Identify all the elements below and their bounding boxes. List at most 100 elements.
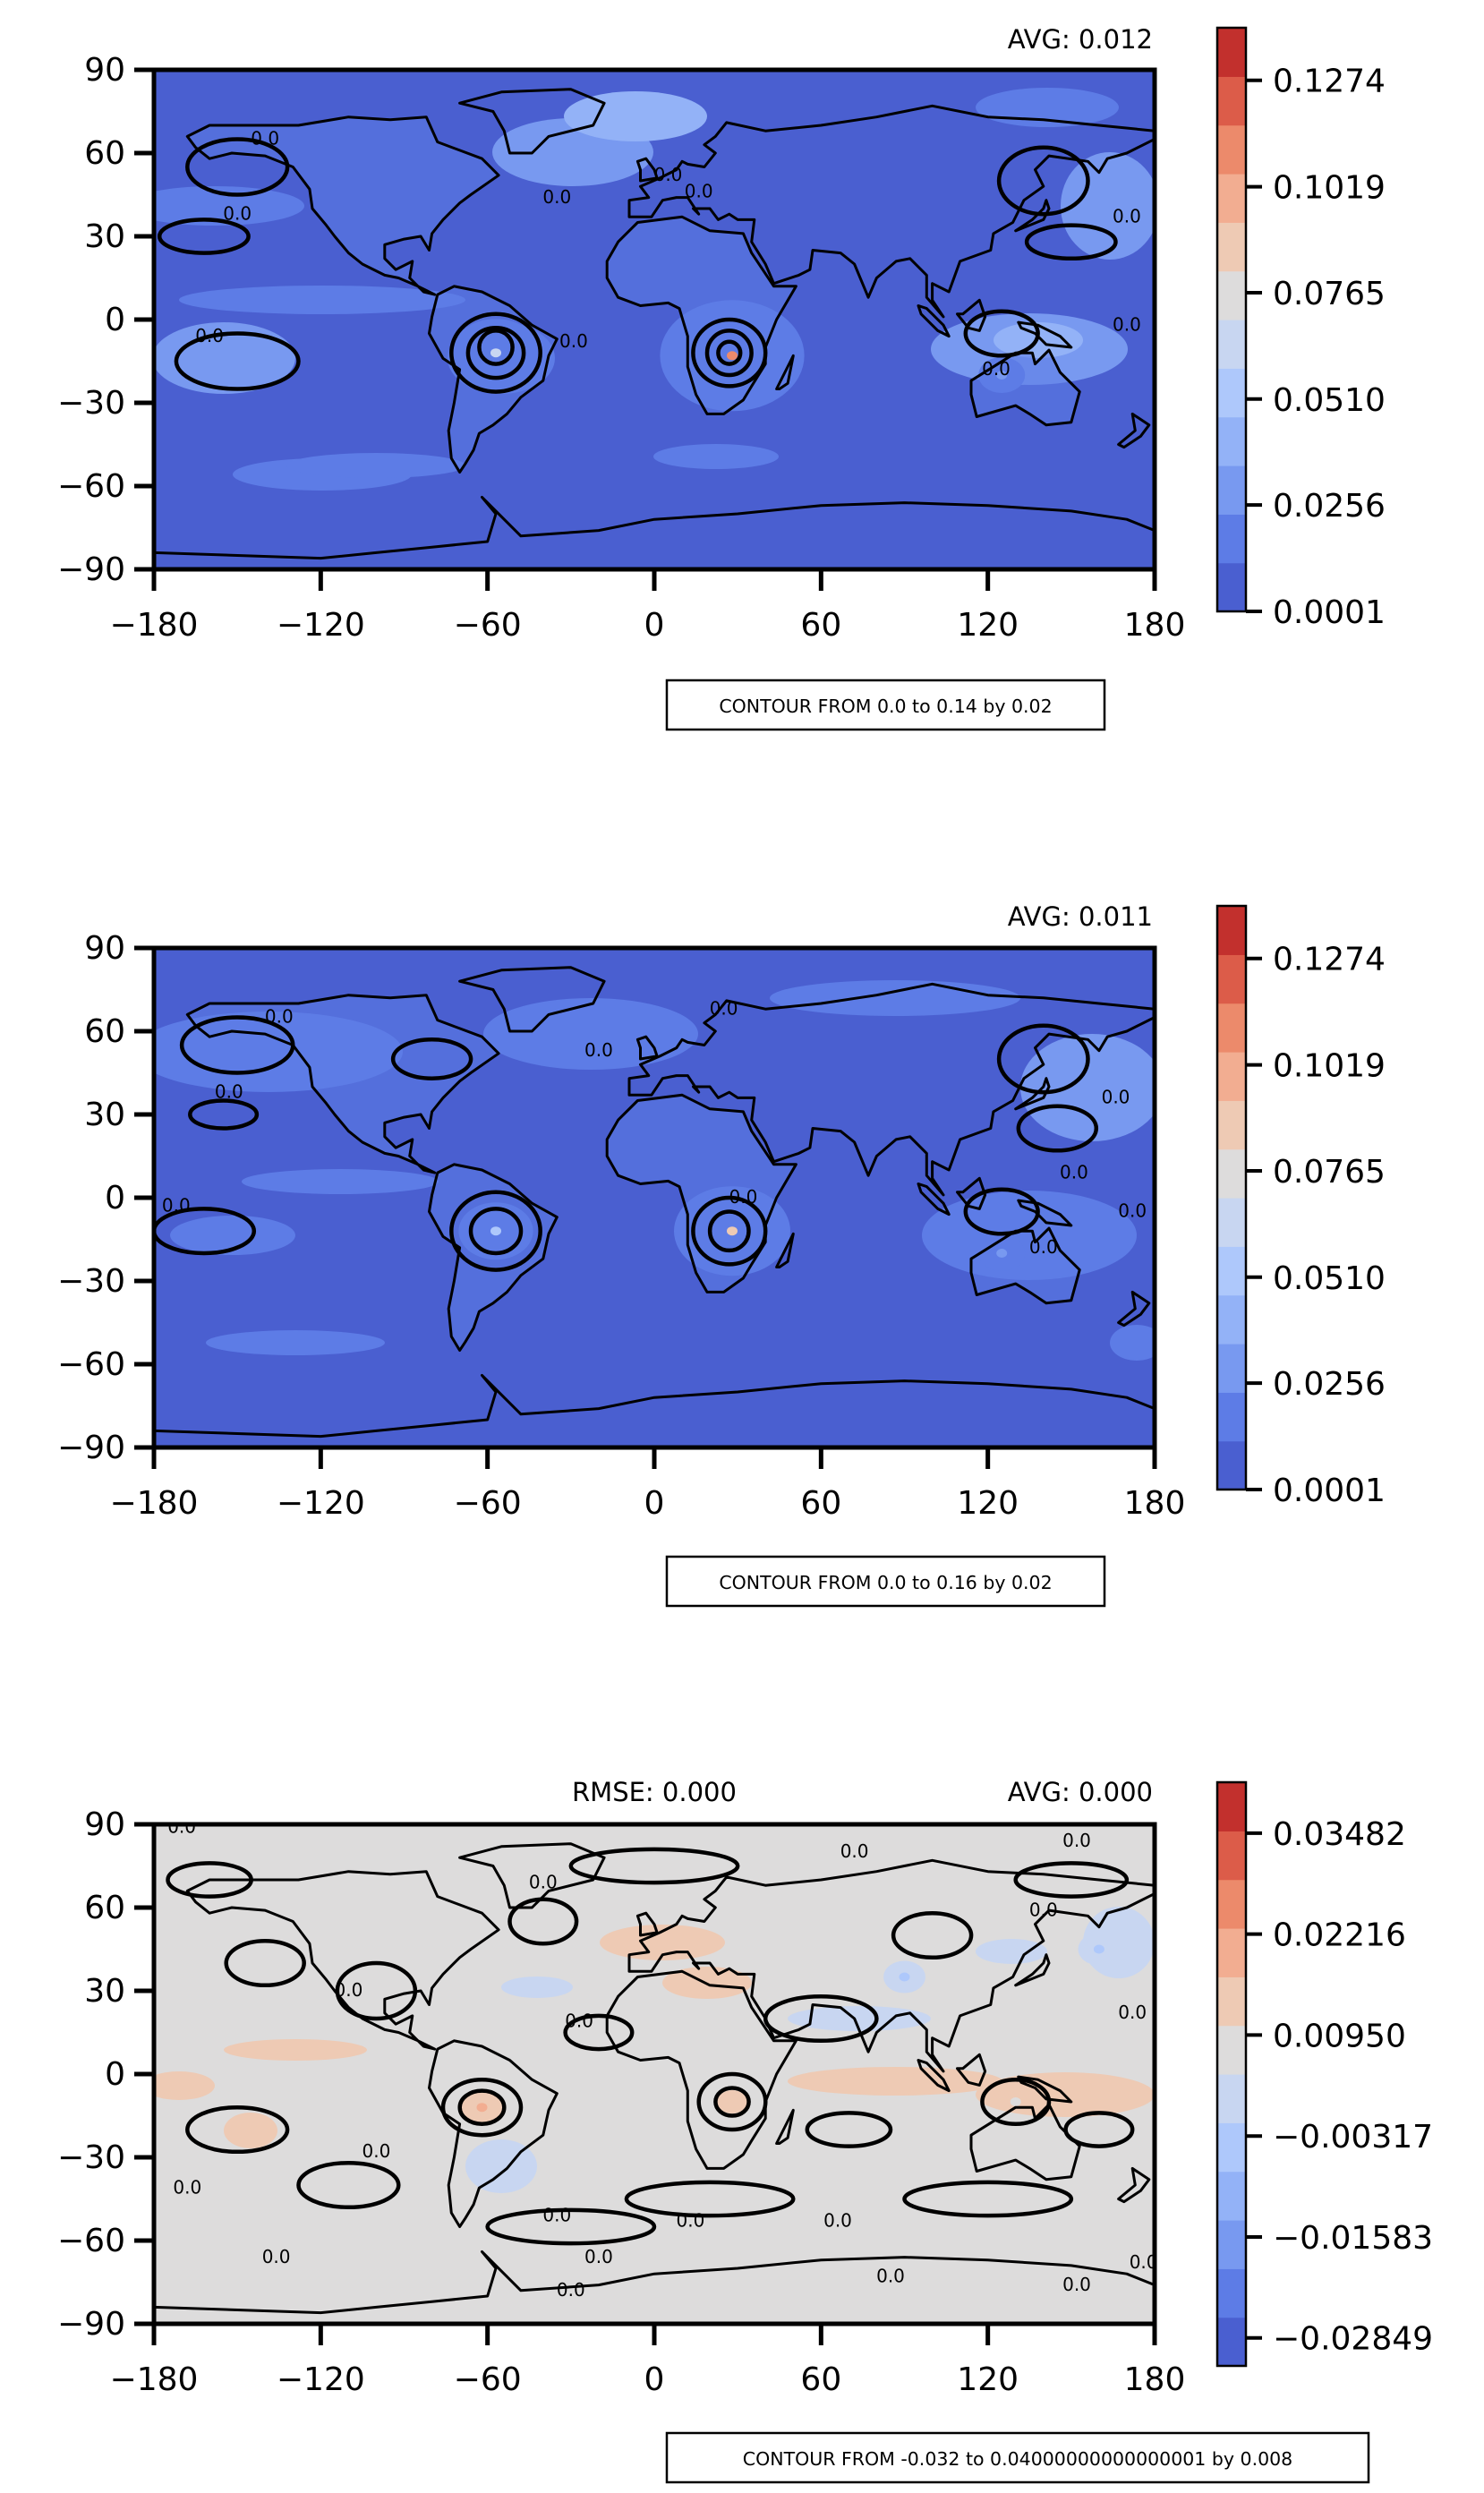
- contour-line-4: [224, 1938, 306, 1988]
- hotspot-1-core: [490, 348, 501, 358]
- coastline-layer-2: [154, 966, 1155, 1447]
- avg-label-3: AVG: 0.000: [1008, 1777, 1153, 1807]
- contour-label-7: 0.0: [1118, 1200, 1147, 1222]
- contour-note-box-1: CONTOUR FROM 0.0 to 0.14 by 0.02: [665, 679, 1106, 731]
- y-tick-label-5: −60: [57, 2223, 125, 2259]
- x-tick-label-6: 180: [1124, 1485, 1186, 1522]
- coastline-eurasia: [627, 104, 1155, 319]
- y-tick-label-3: 0: [105, 1180, 125, 1217]
- colorbar-segment-4: [1217, 1246, 1246, 1296]
- coastline-antarctica: [154, 1373, 1155, 1447]
- coastline-britain: [635, 1035, 659, 1061]
- y-tick-label-6: −90: [57, 2306, 125, 2343]
- coastline-antarctica: [154, 2250, 1155, 2324]
- contour-label-5: 0.0: [654, 164, 683, 185]
- contour-labels-3: 0.0 0.0 0.0 0.0 0.0 0.0 0.0 0.0 0.0 0.0 0.0 0.0 0.0 0…: [167, 1824, 1158, 2301]
- hotspot-2-core: [996, 371, 1008, 380]
- contour-label-10: 0.0: [262, 2246, 291, 2267]
- contour-line-7: [763, 1994, 879, 2044]
- colorbar-segment-0: [1217, 2317, 1246, 2367]
- colorbar-segment-7: [1217, 222, 1246, 272]
- colorbar-tick-label-4: 0.1019: [1273, 1048, 1386, 1085]
- y-tick-label-2: 30: [84, 218, 125, 255]
- coastline-sumatra: [917, 1182, 951, 1217]
- contour-line-6: [963, 309, 1040, 358]
- colorbar-segment-5: [1217, 2074, 1246, 2123]
- contour-label-12: 0.0: [584, 2246, 613, 2267]
- contour-note-box-2: CONTOUR FROM 0.0 to 0.16 by 0.02: [665, 1555, 1106, 1608]
- colorbar-segment-7: [1217, 1100, 1246, 1150]
- contour-labels-1: 0.00.00.00.0 0.00.00.00.00.00.0: [195, 128, 1141, 380]
- contour-line-16: [1013, 1861, 1130, 1899]
- colorbar-segment-9: [1217, 1879, 1246, 1929]
- x-tick-label-3: 0: [644, 1485, 665, 1522]
- contour-label-7: 0.0: [1113, 313, 1141, 335]
- colorbar-frame: [1215, 904, 1248, 1491]
- coastline-japan: [1014, 1953, 1051, 1987]
- colorbar-segment-6: [1217, 1148, 1246, 1199]
- coastline-africa: [605, 1093, 797, 1293]
- contour-label-0: 0.0: [265, 1006, 294, 1028]
- contour-line-9: [1024, 223, 1118, 261]
- x-tick-label-3: 0: [644, 2361, 665, 2398]
- colorbar-tick-label-4: 0.02216: [1273, 1917, 1406, 1954]
- colorbar-segment-3: [1217, 2171, 1246, 2221]
- colorbar-segment-4: [1217, 368, 1246, 418]
- colorbar-segment-10: [1217, 954, 1246, 1004]
- coastline-northAmerica: [185, 994, 500, 1174]
- colorbar-segment-8: [1217, 174, 1246, 223]
- y-tick-label-4: −30: [57, 385, 125, 422]
- contour-label-1: 0.0: [223, 202, 252, 224]
- colorbar-segment-11: [1217, 906, 1246, 955]
- y-tick-label-2: 30: [84, 1097, 125, 1133]
- contour-line-0: [449, 312, 542, 394]
- contour-line-6: [507, 1897, 579, 1946]
- colorbar-segment-6: [1217, 2025, 1246, 2075]
- avg-label-2: AVG: 0.011: [1008, 901, 1153, 932]
- x-tick-label-1: −120: [277, 607, 365, 644]
- contour-label-8: 0.0: [362, 2140, 390, 2162]
- coastline-sumatra: [917, 2059, 951, 2093]
- x-tick-label-5: 120: [957, 2361, 1019, 2398]
- x-tick-label-2: −60: [454, 607, 522, 644]
- colorbar-tick-label-1: 0.0256: [1273, 1366, 1386, 1403]
- hotspot-0-core: [727, 1226, 738, 1236]
- y-tick-label-0: 90: [84, 930, 125, 967]
- contour-line-8: [996, 1023, 1090, 1095]
- contour-label-16: 0.0: [1130, 2251, 1158, 2273]
- hotspot-0-core: [476, 2103, 488, 2113]
- contour-line-8: [980, 2077, 1052, 2127]
- avg-label-1: AVG: 0.012: [1008, 24, 1153, 55]
- contour-label-6: 0.0: [1113, 206, 1141, 227]
- contour-line-5: [179, 1015, 295, 1075]
- colorbar-tick-label-3: 0.00950: [1273, 2018, 1406, 2054]
- map-panel-3: RMSE: 0.000 AVG: 0.000 0.00.: [57, 1777, 1433, 2484]
- coastline-greenland: [458, 1842, 606, 1909]
- colorbar-3: −0.02849 −0.01583 −0.00317 0.00950 0.02216 0.…: [1215, 1780, 1433, 2368]
- coastline-greenland: [458, 88, 606, 155]
- contour-label-9: 0.0: [982, 358, 1011, 380]
- contour-line-10: [996, 145, 1090, 217]
- contour-label-15: 0.0: [1062, 2274, 1091, 2295]
- y-axis-1: 90 60 30 0 −30 −60 −90: [57, 52, 154, 588]
- contour-line-13: [902, 2180, 1074, 2218]
- contour-label-14: 0.0: [876, 2266, 905, 2287]
- contour-label-3: 0.0: [542, 186, 571, 208]
- contour-label-8: 0.0: [1029, 1236, 1058, 1258]
- contour-label-4: 0.0: [840, 1840, 869, 1862]
- coastline-madagascar: [775, 2108, 795, 2145]
- map-panel-1: AVG: 0.012 0.0 0.0 0.0 0.0: [57, 24, 1386, 731]
- colorbar-tick-label-0: 0.0001: [1273, 594, 1386, 631]
- contour-label-17: 0.0: [542, 2204, 571, 2225]
- colorbar-segment-10: [1217, 76, 1246, 126]
- colorbar-tick-label-2: 0.0510: [1273, 1260, 1386, 1297]
- contour-label-2: 0.0: [195, 325, 224, 346]
- colorbar-segment-11: [1217, 1782, 1246, 1831]
- contour-line-1: [465, 326, 526, 380]
- contour-note-2: CONTOUR FROM 0.0 to 0.16 by 0.02: [719, 1572, 1052, 1593]
- contour-line-7: [1016, 1104, 1099, 1153]
- y-tick-label-0: 90: [84, 52, 125, 89]
- contour-line-10: [185, 2105, 290, 2155]
- colorbar-tick-label-5: 0.1274: [1273, 64, 1386, 100]
- hotspot-2-core: [760, 1936, 772, 1946]
